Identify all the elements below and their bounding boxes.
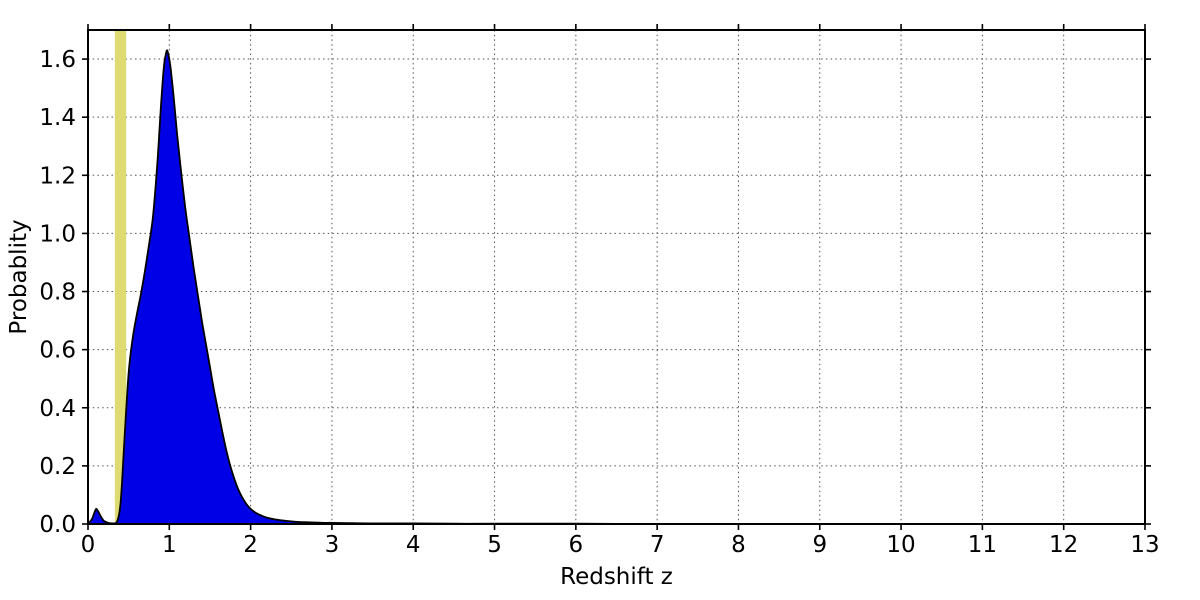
x-tick-label: 13 [1130, 532, 1159, 558]
y-axis-title: Probablity [6, 219, 32, 334]
axes-frame [87, 29, 1146, 525]
x-tick-label: 8 [731, 532, 746, 558]
x-tick-label: 7 [650, 532, 665, 558]
x-tick-label: 1 [162, 532, 177, 558]
x-tick-label: 4 [406, 532, 421, 558]
y-tick-label: 0.0 [39, 512, 76, 538]
y-tick-label: 0.2 [39, 454, 76, 480]
y-tick-label: 0.6 [39, 338, 76, 364]
x-tick-label: 0 [81, 532, 96, 558]
spectroscopic-redshift-band [114, 30, 127, 524]
plot-area-background [88, 30, 1145, 524]
tick-marks [82, 24, 1151, 530]
x-axis-tick-labels: 0 1 2 3 4 5 6 7 8 9 10 11 12 13 [81, 532, 1160, 558]
y-axis-tick-labels: 0.0 0.2 0.4 0.6 0.8 1.0 1.2 1.4 1.6 [39, 47, 76, 538]
x-tick-label: 9 [812, 532, 827, 558]
y-tick-label: 1.2 [39, 163, 76, 189]
x-tick-label: 5 [487, 532, 502, 558]
y-tick-label: 1.6 [39, 47, 76, 73]
x-tick-label: 12 [1049, 532, 1078, 558]
y-tick-label: 0.4 [39, 396, 76, 422]
x-tick-label: 2 [243, 532, 258, 558]
y-tick-label: 1.4 [39, 105, 76, 131]
x-axis-title: Redshift z [560, 564, 673, 590]
x-tick-label: 3 [325, 532, 340, 558]
x-tick-label: 6 [569, 532, 584, 558]
y-tick-label: 1.0 [39, 221, 76, 247]
y-tick-label: 0.8 [39, 280, 76, 306]
x-tick-label: 11 [968, 532, 997, 558]
x-tick-label: 10 [886, 532, 915, 558]
